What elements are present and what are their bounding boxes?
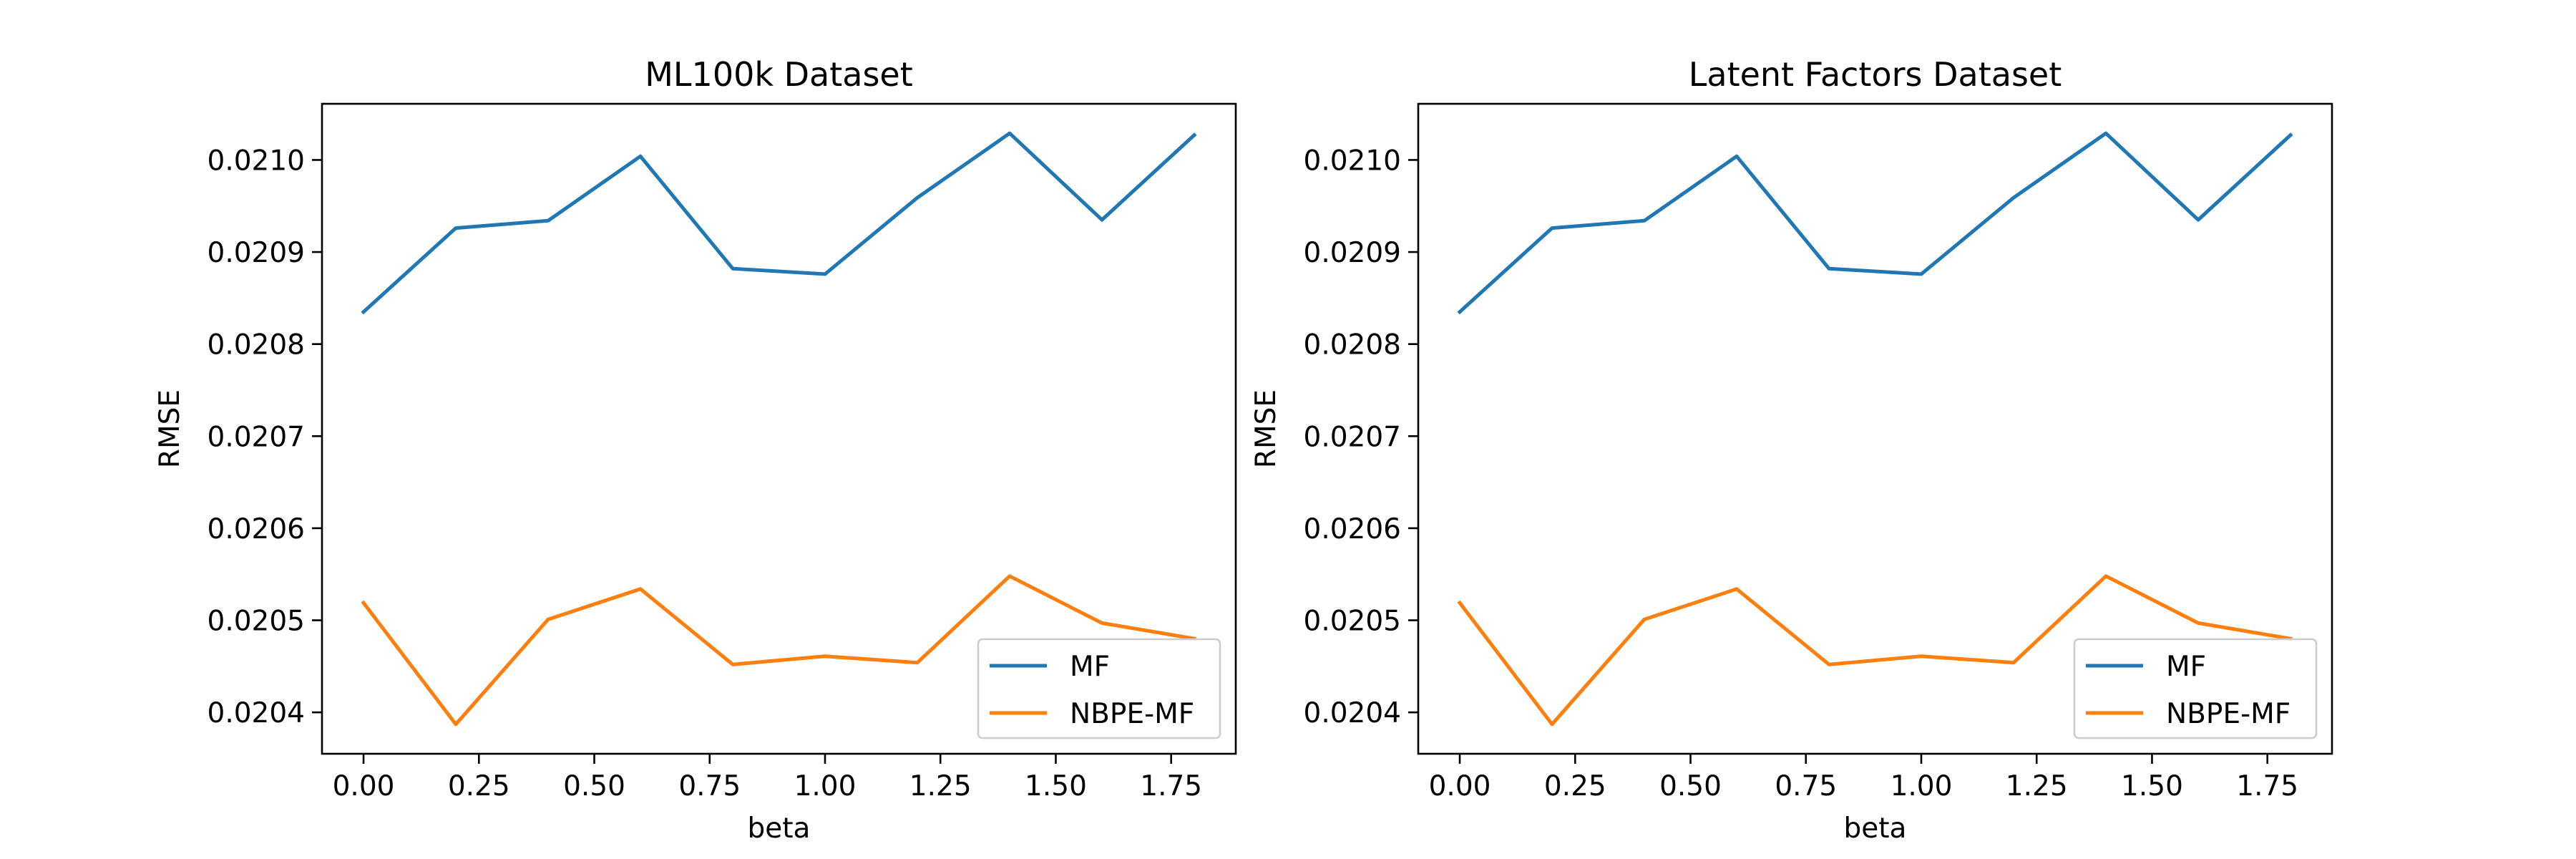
axes-frame [321,102,1237,755]
x-tick-label: 1.75 [1140,770,1202,802]
legend-label-0: MF [2166,651,2206,683]
x-tick-label: 0.50 [1659,770,1722,802]
x-tick-label: 0.25 [448,770,510,802]
x-tick-label: 1.00 [1890,770,1953,802]
y-tick-label: 0.0210 [208,145,305,177]
x-tick-label: 1.00 [794,770,857,802]
y-tick-label: 0.0208 [1304,329,1401,361]
series-line-1 [1457,574,2293,727]
plot-area: 0.00 0.25 0.50 0.75 1.00 1.25 1.50 1.75 0.0204 0.… [1304,102,2333,802]
x-tick-label: 0.75 [678,770,741,802]
x-tick-label: 0.00 [1429,770,1491,802]
plot-area: 0.00 0.25 0.50 0.75 1.00 1.25 1.50 1.75 0.0204 0.… [208,102,1237,802]
y-tick-label: 0.0205 [208,606,305,638]
chart-ml100k: ML100k Dataset beta RMSE 0.00 0.25 0.50 0.7… [154,55,1237,845]
x-tick-label: 1.50 [2121,770,2183,802]
chart-latent-factors: Latent Factors Dataset beta RMSE 0.00 0.2… [1250,55,2333,845]
x-tick-label: 1.25 [909,770,972,802]
x-tick-label: 0.25 [1544,770,1606,802]
chart-title: Latent Factors Dataset [1689,55,2062,94]
y-tick-label: 0.0206 [208,513,305,545]
series-line-1 [361,574,1196,727]
legend: MF NBPE-MF [977,638,1221,739]
y-axis-label: RMSE [1250,389,1282,468]
x-axis-label: beta [748,812,811,845]
x-tick-label: 0.00 [333,770,395,802]
legend: MF NBPE-MF [2073,638,2318,739]
y-tick-label: 0.0207 [1304,421,1401,453]
y-tick-label: 0.0205 [1304,606,1401,638]
y-tick-label: 0.0208 [208,329,305,361]
y-tick-label: 0.0209 [208,237,305,269]
y-axis-label: RMSE [154,389,186,468]
x-axis-label: beta [1844,812,1907,845]
y-tick-label: 0.0209 [1304,237,1401,269]
axes-frame [1417,102,2333,755]
y-tick-label: 0.0206 [1304,513,1401,545]
legend-label-1: NBPE-MF [2166,698,2290,730]
y-tick-label: 0.0207 [208,421,305,453]
y-tick-label: 0.0204 [1304,697,1401,729]
x-tick-label: 1.25 [2006,770,2068,802]
legend-label-1: NBPE-MF [1070,698,1194,730]
series-line-0 [1457,131,2293,315]
x-tick-label: 1.50 [1025,770,1087,802]
x-tick-label: 0.75 [1775,770,1837,802]
y-tick-label: 0.0204 [208,697,305,729]
x-tick-label: 0.50 [563,770,625,802]
y-tick-label: 0.0210 [1304,145,1401,177]
x-tick-label: 1.75 [2236,770,2298,802]
series-line-0 [361,131,1197,315]
chart-title: ML100k Dataset [645,55,913,94]
legend-label-0: MF [1070,651,1110,683]
